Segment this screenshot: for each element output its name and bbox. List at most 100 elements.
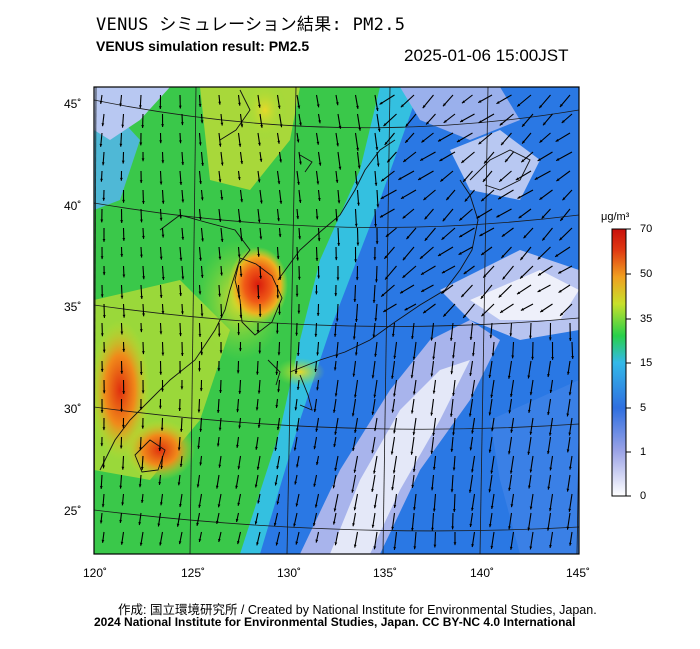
wind-arrow-head	[277, 140, 281, 144]
wind-arrow-head	[297, 181, 300, 185]
wind-arrow-head	[520, 307, 525, 311]
wind-arrow-shaft	[478, 113, 495, 124]
wind-arrow-shaft	[355, 303, 359, 322]
wind-arrow-head	[138, 522, 142, 526]
wind-arrow-head	[198, 104, 202, 107]
wind-arrow-head	[334, 542, 338, 546]
wind-arrow-head	[334, 393, 338, 397]
wind-arrow-head	[393, 430, 396, 434]
wind-arrow-head	[313, 409, 317, 413]
wind-arrow-head	[400, 196, 405, 199]
wind-arrow-head	[411, 527, 414, 531]
wind-arrow-shaft	[527, 436, 532, 455]
wind-arrow-shaft	[336, 303, 339, 322]
wind-arrow-head	[460, 119, 464, 123]
wind-arrow-head	[351, 413, 355, 417]
wind-arrow-head	[568, 392, 572, 396]
wind-arrow-head	[102, 197, 106, 201]
wind-arrow-head	[381, 178, 385, 182]
wind-arrow-head	[198, 538, 202, 543]
wind-arrow-head	[510, 429, 514, 433]
wind-arrow-head	[452, 355, 455, 359]
wind-arrow-head	[238, 390, 242, 394]
wind-arrow-head	[295, 503, 299, 507]
wind-arrow-head	[461, 100, 466, 104]
wind-arrow-head	[534, 176, 538, 180]
wind-arrow-head	[295, 332, 299, 336]
wind-arrow-head	[260, 124, 263, 128]
wind-arrow-head	[420, 157, 424, 161]
wind-arrow-head	[568, 338, 572, 341]
wind-arrow-head	[508, 487, 511, 491]
wind-arrow-shaft	[498, 284, 512, 298]
wind-arrow-head	[238, 143, 242, 147]
wind-arrow-head	[237, 502, 241, 506]
wind-arrow-head	[275, 542, 279, 546]
wind-arrow-head	[404, 307, 408, 311]
wind-arrow-head	[99, 485, 103, 489]
wind-arrow-head	[442, 103, 446, 107]
wind-arrow-head	[391, 526, 395, 530]
wind-arrow-head	[379, 214, 384, 218]
wind-arrow-head	[500, 310, 504, 313]
wind-arrow-head	[200, 274, 204, 278]
wind-arrow-head	[481, 313, 485, 317]
wind-arrow-head	[278, 234, 282, 238]
wind-arrow-head	[529, 506, 533, 510]
wind-arrow-head	[316, 387, 319, 391]
lon-label-120: 120˚	[83, 566, 107, 580]
wind-arrow-head	[393, 355, 397, 359]
wind-arrow-head	[200, 313, 204, 317]
wind-arrow-head	[450, 371, 454, 375]
wind-arrow-head	[278, 311, 281, 315]
wind-arrow-shaft	[437, 246, 454, 257]
wind-arrow-head	[101, 539, 105, 543]
wind-arrow-head	[509, 333, 513, 337]
wind-arrow-head	[391, 333, 395, 337]
wind-arrow-head	[529, 469, 533, 473]
colorbar-tick-5: 5	[640, 402, 647, 414]
wind-arrow-head	[353, 507, 357, 511]
wind-arrow-head	[196, 522, 199, 526]
wind-arrow-head	[419, 255, 424, 259]
wind-arrow-head	[508, 410, 512, 414]
wind-arrow-head	[464, 198, 468, 202]
wind-arrow-head	[255, 446, 258, 450]
wind-arrow-head	[537, 289, 541, 292]
wind-arrow-head	[571, 355, 574, 359]
wind-arrow-head	[452, 508, 456, 512]
wind-arrow-head	[430, 373, 434, 377]
wind-arrow-head	[476, 215, 480, 219]
wind-arrow-head	[297, 276, 301, 280]
wind-arrow-head	[179, 293, 182, 297]
wind-arrow-head	[293, 447, 297, 451]
forecast-timestamp: 2025-01-06 15:00JST	[404, 46, 569, 65]
wind-arrow-head	[421, 289, 425, 292]
wind-arrow-head	[509, 470, 513, 474]
wind-arrow-head	[393, 393, 396, 397]
wind-arrow-shaft	[554, 246, 571, 258]
wind-arrow-head	[538, 272, 542, 276]
wind-arrow-shaft	[502, 265, 514, 280]
wind-arrow-head	[452, 432, 455, 436]
wind-arrow-head	[259, 236, 263, 240]
wind-arrow-head	[463, 314, 467, 318]
colorbar-ticks	[626, 228, 631, 497]
wind-arrow-head	[376, 163, 380, 167]
wind-arrow-head	[139, 542, 143, 546]
wind-arrow-head	[392, 470, 396, 474]
wind-arrow-head	[158, 481, 162, 485]
wind-arrow-head	[488, 524, 492, 528]
wind-arrow-head	[539, 139, 543, 143]
wind-arrow-head	[141, 200, 145, 204]
wind-arrow-head	[316, 313, 320, 316]
wind-arrow-head	[237, 466, 241, 470]
wind-arrow-shaft	[538, 94, 551, 109]
wind-arrow-head	[379, 101, 383, 105]
wind-arrow-head	[373, 257, 377, 261]
wind-arrow-head	[240, 124, 244, 128]
wind-arrow-shaft	[432, 417, 437, 436]
wind-arrow-head	[198, 216, 202, 220]
wind-arrow-head	[490, 394, 494, 398]
wind-arrow-head	[488, 374, 492, 378]
